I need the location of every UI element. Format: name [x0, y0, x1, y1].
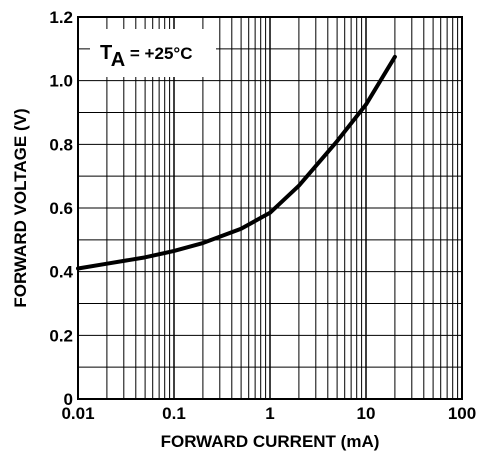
x-tick-label: 0.01 — [61, 404, 94, 423]
series-line — [76, 54, 397, 271]
annotation-main: T — [100, 42, 112, 64]
y-tick-label: 1.2 — [49, 8, 73, 27]
chart-series — [76, 54, 397, 271]
y-tick-label: 0.2 — [49, 326, 73, 345]
x-axis-title: FORWARD CURRENT (mA) — [161, 432, 380, 451]
x-tick-labels: 0.01 0.1 1 10 100 — [61, 404, 476, 423]
y-tick-label: 0 — [64, 390, 73, 409]
annotation-subscript: A — [111, 49, 125, 71]
y-tick-label: 0.4 — [49, 263, 73, 282]
y-tick-label: 1.0 — [49, 72, 73, 91]
annotation-rest: = +25°C — [125, 44, 192, 63]
annotation-text: TA = +25°C — [100, 42, 192, 71]
annotation-background — [90, 29, 216, 77]
x-tick-label: 0.1 — [162, 404, 186, 423]
plot-frame — [77, 16, 463, 400]
y-tick-label: 0.6 — [49, 199, 73, 218]
y-tick-label: 0.8 — [49, 135, 73, 154]
y-tick-labels: 0 0.2 0.4 0.6 0.8 1.0 1.2 — [49, 8, 73, 409]
x-tick-label: 10 — [357, 404, 376, 423]
y-axis-title: FORWARD VOLTAGE (V) — [11, 108, 30, 307]
temperature-annotation: TA = +25°C — [90, 29, 216, 77]
x-tick-label: 100 — [448, 404, 476, 423]
x-tick-label: 1 — [265, 404, 274, 423]
